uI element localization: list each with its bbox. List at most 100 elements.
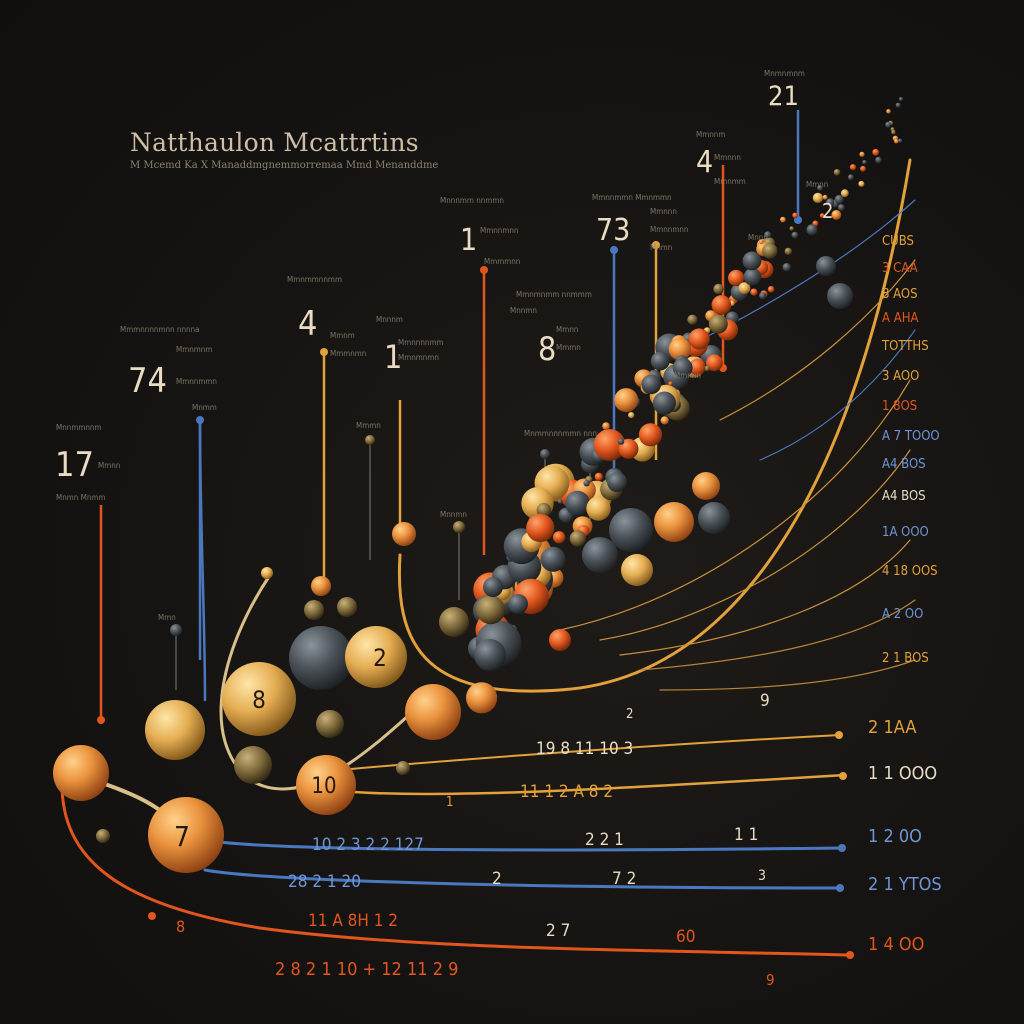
right-column-labels: CUBS 3 CAA 8 AOS A AHA TOTTHS 3 AOO 1 8OS A 7 T… bbox=[868, 234, 942, 955]
svg-text:Mmnnn: Mmnnn bbox=[650, 207, 677, 216]
cluster-sphere bbox=[764, 231, 772, 239]
row-label-10: 10 2 3 2 2 127 bbox=[312, 835, 424, 855]
cluster-sphere bbox=[738, 282, 751, 294]
row-label-11: 11 1 2 A 8 2 bbox=[520, 782, 613, 802]
svg-text:Mnmn: Mnmn bbox=[650, 243, 672, 252]
sphere-8 bbox=[222, 662, 296, 736]
curve-fan-7 bbox=[719, 259, 916, 421]
right-column-label: 1A OOO bbox=[882, 525, 929, 540]
cluster-sphere bbox=[816, 256, 836, 276]
cluster-sphere bbox=[759, 239, 764, 244]
svg-text:Mnnn: Mnnn bbox=[748, 233, 768, 242]
svg-text:Mmnnmmn Mmnmmn: Mmnnmmn Mmnmmn bbox=[592, 193, 672, 202]
flow-curves bbox=[60, 158, 916, 957]
cluster-sphere bbox=[791, 231, 799, 239]
svg-text:Mnmm: Mnmm bbox=[192, 403, 217, 412]
svg-text:Mmnnmmn: Mmnnmmn bbox=[176, 377, 217, 386]
cluster-sphere bbox=[641, 374, 661, 395]
cluster-sphere bbox=[650, 351, 670, 371]
right-column-label: A 2 OO bbox=[882, 607, 923, 622]
cluster-sphere bbox=[789, 226, 794, 231]
row-end-dots bbox=[835, 731, 854, 959]
cluster-sphere bbox=[583, 480, 590, 487]
cluster-sphere bbox=[875, 156, 882, 164]
cluster-sphere bbox=[672, 357, 693, 378]
cluster-sphere bbox=[698, 502, 730, 534]
label-1a: 1 bbox=[384, 338, 402, 376]
cluster-sphere bbox=[607, 472, 627, 492]
cluster-sphere bbox=[708, 314, 728, 334]
cluster-sphere bbox=[759, 292, 767, 300]
cluster-sphere bbox=[767, 286, 775, 293]
cluster-sphere bbox=[526, 513, 555, 543]
cluster-sphere bbox=[593, 429, 626, 461]
row-label-1b: 1 1 bbox=[734, 825, 758, 845]
cluster-sphere bbox=[706, 354, 723, 372]
cluster-sphere bbox=[668, 337, 692, 361]
cluster-sphere bbox=[660, 416, 669, 425]
cluster-sphere bbox=[654, 502, 694, 542]
cluster-sphere bbox=[474, 639, 506, 671]
row-label-9b: 9 bbox=[766, 971, 775, 989]
sphere-cluster bbox=[439, 97, 903, 714]
cluster-sphere bbox=[782, 263, 791, 272]
svg-text:Mnnmn: Mnnmn bbox=[440, 510, 467, 519]
row-label-2b: 2 bbox=[492, 869, 502, 889]
curve-fan-2 bbox=[599, 449, 911, 641]
label-1b: 1 bbox=[460, 223, 477, 258]
cluster-sphere bbox=[557, 499, 563, 504]
svg-text:Mmnnmnn: Mmnnmnn bbox=[480, 226, 518, 235]
curve-gold-a bbox=[328, 773, 847, 796]
svg-text:Mnnmn: Mnnmn bbox=[510, 306, 537, 315]
cluster-sphere bbox=[750, 288, 758, 296]
svg-text:Mnnnmm nnmmn: Mnnnmm nnmmn bbox=[440, 196, 504, 205]
row-label-11b: 11 A 8H 1 2 bbox=[308, 911, 398, 931]
svg-text:Mnmn Mnmm: Mnmn Mnmm bbox=[56, 493, 105, 502]
cluster-sphere bbox=[780, 216, 786, 223]
cluster-sphere bbox=[812, 192, 824, 203]
cluster-sphere bbox=[784, 247, 792, 256]
cluster-sphere bbox=[831, 210, 842, 220]
cluster-sphere bbox=[638, 423, 663, 447]
cluster-sphere bbox=[847, 174, 854, 181]
cluster-sphere bbox=[621, 554, 653, 586]
cluster-sphere bbox=[628, 412, 635, 419]
svg-text:Mmnmmnnmm: Mmnmmnnmm bbox=[287, 275, 342, 284]
label-4b: 4 bbox=[696, 145, 713, 180]
cluster-sphere bbox=[834, 194, 844, 204]
right-column-label: 2 1 BOS bbox=[882, 651, 929, 666]
cluster-sphere bbox=[688, 328, 710, 350]
cluster-sphere bbox=[713, 283, 724, 295]
label-17: 17 bbox=[55, 445, 94, 485]
label-8: 8 bbox=[538, 330, 556, 368]
cluster-sphere bbox=[617, 438, 625, 445]
svg-text:Mmnmm: Mmnmm bbox=[714, 177, 746, 186]
svg-text:Mmnn: Mmnn bbox=[556, 325, 578, 334]
cluster-sphere bbox=[895, 102, 901, 108]
row-number-labels: 9 2 19 8 11 10 3 11 1 2 A 8 2 1 10 2 3 2… bbox=[176, 691, 775, 989]
cluster-sphere bbox=[540, 546, 566, 572]
curve-fan-5 bbox=[659, 659, 916, 691]
right-column-label: 2 1 YTOS bbox=[868, 874, 942, 895]
row-label-28: 28 2 1 20 bbox=[288, 872, 361, 892]
cluster-sphere bbox=[762, 243, 778, 259]
cluster-sphere bbox=[609, 508, 653, 552]
row-label-72: 7 2 bbox=[612, 869, 636, 889]
cluster-sphere bbox=[833, 169, 841, 176]
cluster-sphere bbox=[439, 607, 469, 637]
curve-gold-c bbox=[397, 158, 912, 693]
label-74: 74 bbox=[128, 361, 167, 401]
right-column-label: 3 AOO bbox=[882, 369, 919, 384]
cluster-sphere bbox=[728, 269, 745, 287]
label-4a: 4 bbox=[298, 304, 317, 344]
curve-fan-8 bbox=[759, 329, 916, 461]
label-73: 73 bbox=[596, 213, 630, 248]
svg-text:Mmnm: Mmnm bbox=[330, 331, 355, 340]
cluster-sphere bbox=[894, 139, 899, 144]
svg-text:Mnnnm: Mnnnm bbox=[376, 315, 403, 324]
svg-text:Mmmnnnnmnn nnnna: Mmmnnnnmnn nnnna bbox=[120, 325, 200, 334]
svg-text:Mmnmnmm nnmmm: Mmnmnmm nnmmm bbox=[516, 290, 592, 299]
svg-text:Mnmmnnnmmn nnn: Mnmmnnnmmn nnn bbox=[524, 429, 597, 438]
cluster-sphere bbox=[704, 365, 710, 372]
cluster-sphere bbox=[476, 595, 505, 625]
